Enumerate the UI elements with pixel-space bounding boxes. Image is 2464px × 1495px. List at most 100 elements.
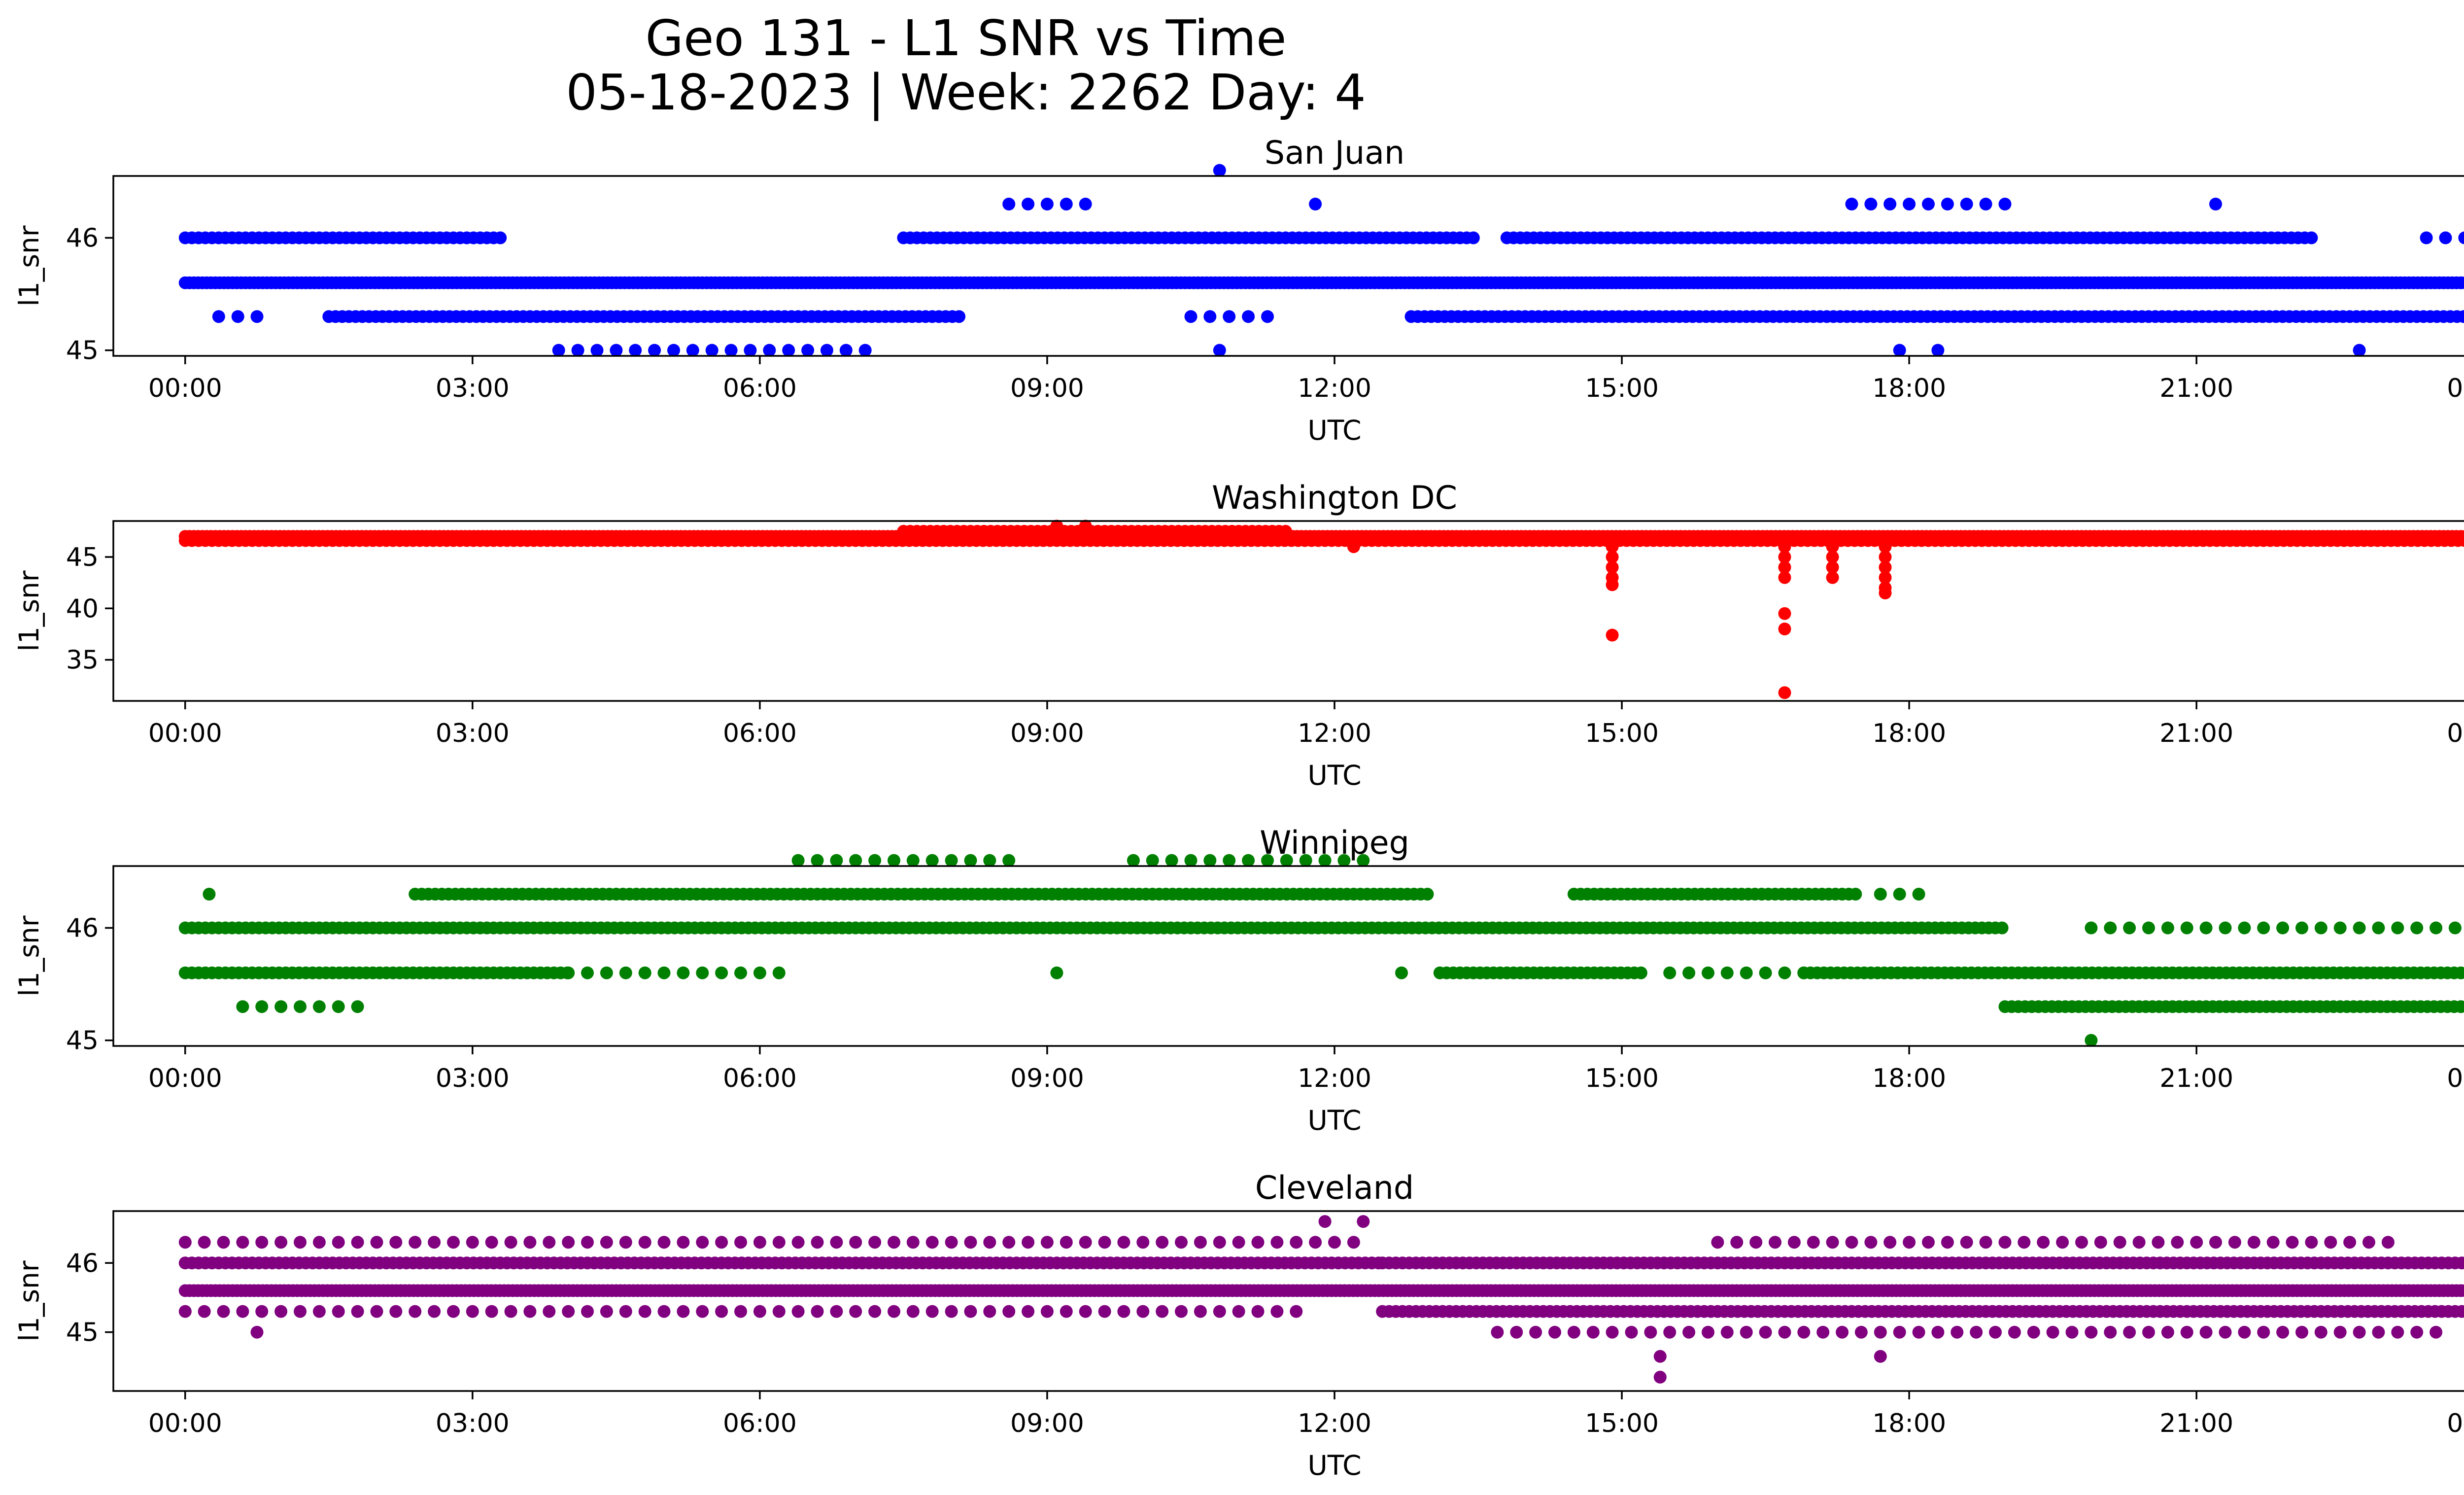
data-point	[1279, 524, 1292, 538]
data-point	[312, 1236, 326, 1249]
data-point	[983, 854, 996, 867]
data-point	[1261, 854, 1274, 867]
data-point	[1874, 888, 1887, 901]
data-point	[294, 1236, 307, 1249]
data-point	[1567, 1325, 1580, 1339]
data-point	[2455, 1256, 2464, 1270]
data-point	[801, 344, 815, 357]
data-point	[1002, 198, 1016, 210]
data-point	[1682, 966, 1696, 979]
data-point	[1060, 1305, 1073, 1318]
data-point	[1854, 1325, 1868, 1339]
data-point	[1663, 1325, 1677, 1339]
data-point	[1357, 854, 1370, 867]
x-tick-label: 06:00	[723, 374, 797, 403]
data-point	[2353, 921, 2366, 935]
data-point	[1079, 1305, 1092, 1318]
data-point	[255, 1000, 269, 1013]
data-point	[2094, 1236, 2107, 1249]
data-point	[1347, 540, 1360, 554]
data-point	[2343, 1236, 2357, 1249]
data-point	[581, 1305, 594, 1318]
data-point	[830, 854, 843, 867]
data-point	[1998, 198, 2012, 210]
data-point	[2276, 921, 2290, 935]
data-point	[485, 1305, 498, 1318]
data-point	[1079, 520, 1092, 533]
data-point	[1797, 1325, 1811, 1339]
data-point	[1184, 854, 1198, 867]
data-point	[1098, 1305, 1111, 1318]
data-point	[1280, 854, 1293, 867]
data-point	[255, 1305, 269, 1318]
data-point	[2257, 921, 2270, 935]
data-point	[1644, 1325, 1657, 1339]
data-point	[782, 344, 795, 357]
data-point	[198, 1236, 211, 1249]
data-point	[1864, 198, 1878, 210]
data-point	[2104, 1325, 2117, 1339]
data-point	[236, 1305, 249, 1318]
data-point	[1740, 1325, 1753, 1339]
data-point	[830, 1236, 843, 1249]
data-point	[1879, 571, 1892, 584]
data-point	[1879, 551, 1892, 563]
data-point	[1778, 607, 1791, 620]
data-point	[1845, 1236, 1858, 1249]
data-point	[2046, 1325, 2059, 1339]
data-point	[888, 1236, 900, 1249]
data-point	[2238, 1325, 2251, 1339]
data-point	[1022, 198, 1035, 210]
data-point	[772, 1236, 786, 1249]
data-point	[312, 1000, 326, 1013]
data-point	[677, 1305, 690, 1318]
data-point	[849, 854, 862, 867]
x-tick-label: 09:00	[1010, 719, 1084, 748]
san-juan-y-axis-label: l1_snr	[13, 225, 45, 306]
data-point	[370, 1305, 383, 1318]
data-point	[1357, 1215, 1370, 1228]
data-point	[1778, 551, 1791, 563]
data-point	[236, 1236, 249, 1249]
data-point	[906, 854, 920, 867]
data-point	[1893, 1325, 1906, 1339]
washington-dc-title: Washington DC	[1212, 480, 1457, 517]
data-point	[600, 1236, 613, 1249]
data-point	[1117, 1236, 1130, 1249]
data-point	[562, 1305, 575, 1318]
data-point	[2462, 1258, 2464, 1268]
data-point	[1653, 1350, 1667, 1363]
data-point	[1213, 1236, 1226, 1249]
data-point	[1922, 198, 1935, 210]
data-point	[2454, 1000, 2464, 1013]
data-point	[888, 854, 900, 867]
data-point	[1998, 1236, 2012, 1249]
data-point	[724, 344, 738, 357]
washington-dc-panel: Washington DC 00:00 03:00 06:00 09:00 12:00 15…	[13, 480, 2464, 791]
data-point	[1807, 1236, 1820, 1249]
data-point	[1951, 1325, 1964, 1339]
data-point	[2461, 1001, 2464, 1012]
data-point	[590, 344, 604, 357]
data-point	[1769, 1236, 1781, 1249]
data-point	[2132, 1236, 2146, 1249]
data-point	[1874, 1325, 1887, 1339]
data-point	[494, 231, 507, 244]
data-point	[1156, 1305, 1169, 1318]
data-point	[255, 1236, 269, 1249]
data-point	[1730, 1236, 1744, 1249]
data-point	[1098, 1236, 1111, 1249]
data-point	[945, 854, 958, 867]
data-point	[1079, 198, 1092, 210]
data-point	[428, 1236, 441, 1249]
data-point	[983, 1305, 996, 1318]
data-point	[2104, 921, 2117, 935]
data-point	[1136, 1305, 1150, 1318]
x-tick-label: 06:00	[723, 1064, 797, 1093]
cleveland-points	[178, 1215, 2464, 1384]
winnipeg-y-axis-label: l1_snr	[13, 915, 45, 996]
y-tick-label: 46	[66, 1249, 99, 1278]
x-tick-label: 21:00	[2159, 374, 2233, 403]
data-point	[1787, 1236, 1801, 1249]
san-juan-title: San Juan	[1265, 135, 1404, 172]
